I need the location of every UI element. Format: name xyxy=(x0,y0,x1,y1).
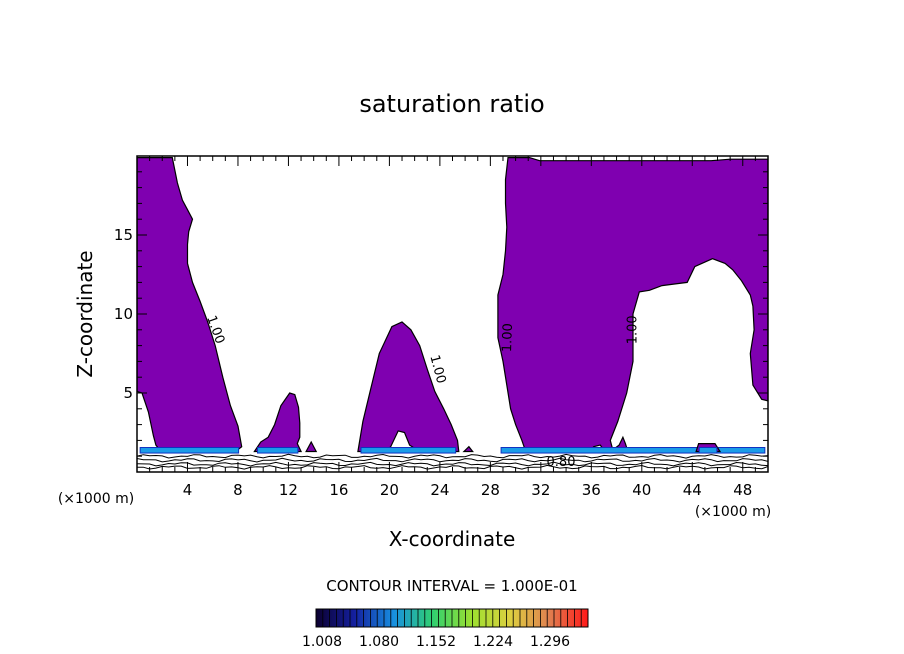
x-tick-label-8: 8 xyxy=(233,481,243,499)
saturation-fill-regions xyxy=(137,157,768,454)
saturation-region-4 xyxy=(357,321,460,453)
low-contour-line-4 xyxy=(137,464,768,470)
x-axis-unit: (×1000 m) xyxy=(695,504,771,520)
x-tick-label-40: 40 xyxy=(632,481,651,499)
supersaturation-band-6 xyxy=(500,447,766,454)
x-tick-label-36: 36 xyxy=(582,481,601,499)
saturation-region-1 xyxy=(137,157,243,453)
x-tick-label-20: 20 xyxy=(380,481,399,499)
supersaturation-band-4 xyxy=(360,447,457,454)
contour-label-5: 0.80 xyxy=(547,455,576,470)
x-tick-label-24: 24 xyxy=(430,481,449,499)
supersaturation-band-7 xyxy=(698,447,718,454)
colorbar-label-4: 1.224 xyxy=(473,634,513,650)
y-tick-label-15: 15 xyxy=(114,226,133,244)
saturation-region-3 xyxy=(305,440,318,453)
colorbar-label-5: 1.296 xyxy=(530,634,570,650)
colorbar-label-2: 1.080 xyxy=(359,634,399,650)
y-axis-title: Z-coordinate xyxy=(73,250,97,377)
x-tick-label-4: 4 xyxy=(183,481,193,499)
colorbar-labels: 1.008 1.080 1.152 1.224 1.296 xyxy=(302,634,570,650)
chart-title: saturation ratio xyxy=(359,90,544,118)
x-tick-label-48: 48 xyxy=(733,481,752,499)
x-tick-label-28: 28 xyxy=(481,481,500,499)
x-axis-ticks: 4 8 12 16 20 24 28 32 36 40 44 48 xyxy=(149,156,756,499)
low-contour-line-3 xyxy=(137,461,768,467)
x-tick-label-44: 44 xyxy=(683,481,702,499)
y-tick-label-5: 5 xyxy=(123,384,133,402)
contour-label-3: 1.00 xyxy=(500,323,516,352)
contour-label-2: 1.00 xyxy=(426,353,448,385)
contour-interval-label: CONTOUR INTERVAL = 1.000E-01 xyxy=(326,577,577,595)
y-tick-label-10: 10 xyxy=(114,305,133,323)
supersaturation-band-2 xyxy=(257,447,299,454)
contour-label-4: 1.00 xyxy=(626,315,641,344)
x-tick-label-16: 16 xyxy=(329,481,348,499)
contour-labels: 1.001.001.00 1.000.80 xyxy=(203,314,640,470)
x-tick-label-32: 32 xyxy=(531,481,550,499)
colorbar-label-3: 1.152 xyxy=(416,634,456,650)
saturation-region-6 xyxy=(497,157,768,453)
low-contour-line-2 xyxy=(137,457,768,463)
low-level-contours xyxy=(137,453,768,470)
x-axis-title: X-coordinate xyxy=(389,527,516,551)
saturation-region-2 xyxy=(253,392,303,453)
supersaturation-band-1 xyxy=(139,447,240,454)
colorbar-label-1: 1.008 xyxy=(302,634,342,650)
low-contour-line-1 xyxy=(137,453,768,459)
y-axis-ticks: 5 10 15 xyxy=(114,171,768,457)
saturation-region-5 xyxy=(462,445,474,453)
colorbar-ticks xyxy=(322,609,582,627)
y-axis-unit: (×1000 m) xyxy=(58,491,134,507)
x-tick-label-12: 12 xyxy=(279,481,298,499)
